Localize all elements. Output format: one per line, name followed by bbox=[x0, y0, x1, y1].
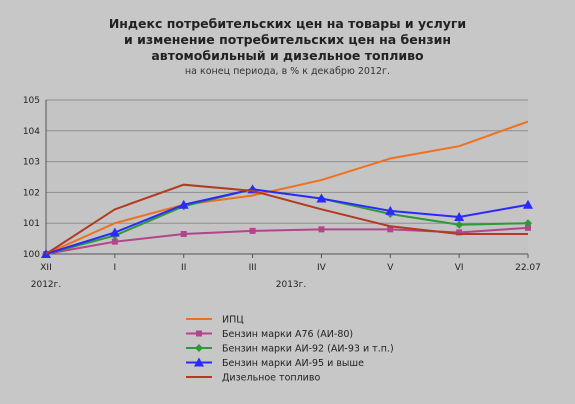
series-line-5 bbox=[45, 183, 528, 255]
series-2-point bbox=[249, 227, 256, 234]
series-2-point bbox=[318, 226, 325, 233]
x-tick-label: XII bbox=[40, 263, 51, 273]
x-tick-label: 22.07 bbox=[515, 263, 541, 273]
x-tick-label: I bbox=[114, 263, 117, 273]
series-line-4 bbox=[45, 188, 529, 255]
y-tick-label: 105 bbox=[23, 96, 40, 106]
series-2-point bbox=[111, 238, 118, 245]
y-tick-label: 100 bbox=[23, 250, 40, 260]
series-line-1 bbox=[45, 120, 529, 255]
y-tick-label: 104 bbox=[23, 127, 40, 137]
series-2-point bbox=[180, 230, 187, 237]
legend-label-2: Бензин марки А76 (АИ-80) bbox=[222, 329, 353, 340]
year-label-2013: 2013г. bbox=[276, 280, 307, 290]
x-tick-label: V bbox=[387, 263, 394, 273]
x-tick-label: II bbox=[181, 263, 186, 273]
chart-title-line-3: автомобильный и дизельное топливо bbox=[151, 48, 424, 63]
y-tick-label: 102 bbox=[23, 188, 40, 198]
x-tick-label: III bbox=[249, 263, 257, 273]
series-2-point bbox=[387, 226, 394, 233]
series-4-point bbox=[385, 205, 396, 215]
series-3-point bbox=[524, 219, 532, 228]
legend-label-1: ИПЦ bbox=[222, 315, 244, 326]
y-tick-label: 103 bbox=[23, 158, 40, 168]
chart-title-line-1: Индекс потребительских цен на товары и у… bbox=[108, 16, 467, 31]
series-4-point bbox=[523, 199, 533, 209]
series-4-point bbox=[178, 199, 189, 209]
legend-marker-2 bbox=[196, 330, 202, 337]
series-2-point bbox=[525, 224, 531, 231]
legend-marker-4 bbox=[194, 357, 204, 367]
series-4-point bbox=[109, 227, 120, 237]
legend-label-5: Дизельное топливо bbox=[222, 373, 320, 384]
y-tick-label: 101 bbox=[23, 219, 40, 229]
x-tick-label: VI bbox=[455, 263, 464, 273]
legend-label-4: Бензин марки АИ-95 и выше bbox=[222, 358, 364, 369]
x-tick-label: IV bbox=[317, 263, 327, 273]
year-label-2012: 2012г. bbox=[31, 280, 62, 290]
chart-subtitle: на конец периода, в % к декабрю 2012г. bbox=[184, 66, 391, 77]
series-4-point bbox=[454, 212, 465, 222]
chart-title-line-2: и изменение потребительских цен на бензи… bbox=[123, 32, 452, 47]
legend-marker-3 bbox=[195, 344, 203, 352]
series-2-point bbox=[456, 229, 463, 236]
legend-label-3: Бензин марки АИ-92 (АИ-93 и т.п.) bbox=[222, 344, 394, 355]
series-3-point bbox=[455, 220, 464, 229]
series-4-point bbox=[316, 193, 327, 203]
